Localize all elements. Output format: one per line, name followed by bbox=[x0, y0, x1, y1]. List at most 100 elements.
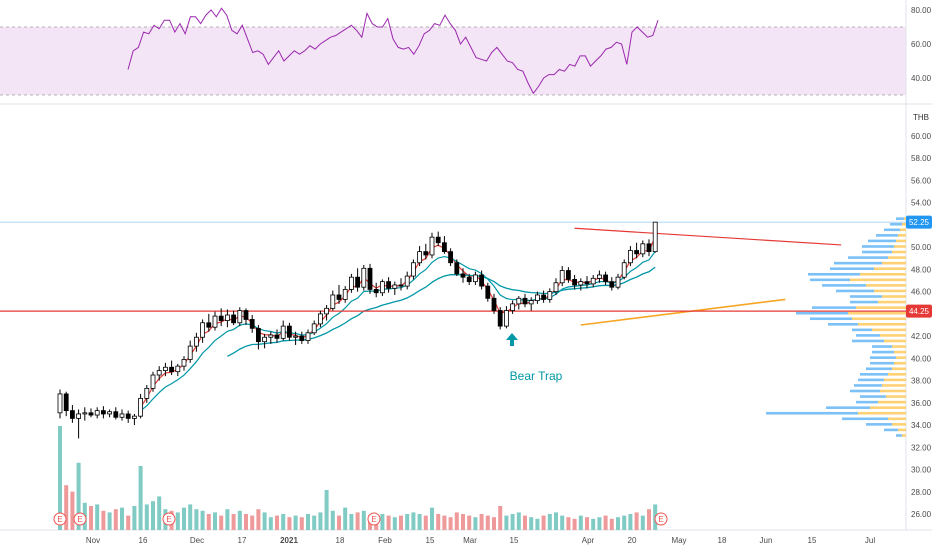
candle-body[interactable] bbox=[634, 250, 639, 255]
candle-body[interactable] bbox=[82, 412, 88, 415]
candle-body[interactable] bbox=[578, 281, 584, 286]
earnings-marker-icon[interactable] bbox=[53, 512, 67, 526]
candle-body[interactable] bbox=[119, 413, 125, 418]
candle-body[interactable] bbox=[541, 294, 546, 300]
candle-body[interactable] bbox=[361, 267, 367, 288]
candle-body[interactable] bbox=[485, 285, 491, 299]
candle-body[interactable] bbox=[417, 251, 423, 264]
candle-body[interactable] bbox=[231, 314, 237, 324]
candle-body[interactable] bbox=[212, 315, 218, 328]
candle-body[interactable] bbox=[367, 267, 373, 290]
candle-body[interactable] bbox=[317, 313, 323, 325]
candle-body[interactable] bbox=[392, 284, 398, 289]
candle-body[interactable] bbox=[224, 314, 230, 321]
candle-body[interactable] bbox=[324, 307, 330, 315]
candle-body[interactable] bbox=[466, 276, 472, 283]
candle-body[interactable] bbox=[255, 327, 261, 343]
candle-body[interactable] bbox=[262, 336, 268, 343]
candle-body[interactable] bbox=[410, 262, 416, 277]
candle-body[interactable] bbox=[379, 281, 385, 294]
candle-body[interactable] bbox=[101, 410, 106, 415]
earnings-marker-icon[interactable] bbox=[367, 512, 381, 526]
candle-body[interactable] bbox=[293, 335, 299, 338]
candle-body[interactable] bbox=[547, 291, 553, 300]
candle-body[interactable] bbox=[94, 410, 100, 416]
candle-body[interactable] bbox=[274, 334, 280, 339]
candle-body[interactable] bbox=[299, 335, 305, 341]
candle-body[interactable] bbox=[646, 243, 652, 253]
candle-body[interactable] bbox=[237, 310, 243, 324]
candle-body[interactable] bbox=[503, 310, 509, 327]
candle-body[interactable] bbox=[454, 262, 460, 275]
candle-body[interactable] bbox=[597, 274, 602, 279]
earnings-marker-icon[interactable] bbox=[73, 512, 87, 526]
candle-body[interactable] bbox=[249, 319, 255, 329]
candle-body[interactable] bbox=[559, 270, 565, 284]
candle-body[interactable] bbox=[553, 282, 559, 293]
candle-body[interactable] bbox=[286, 325, 292, 338]
candlesticks[interactable] bbox=[57, 221, 658, 439]
candle-body[interactable] bbox=[187, 345, 193, 360]
candle-body[interactable] bbox=[472, 274, 478, 283]
candle-body[interactable] bbox=[479, 274, 485, 287]
candle-body[interactable] bbox=[342, 289, 348, 300]
candle-body[interactable] bbox=[566, 270, 571, 280]
candle-body[interactable] bbox=[243, 310, 249, 320]
candle-body[interactable] bbox=[516, 297, 522, 305]
candle-body[interactable] bbox=[590, 277, 596, 285]
candle-body[interactable] bbox=[423, 251, 429, 256]
candle-body[interactable] bbox=[609, 281, 615, 288]
candle-body[interactable] bbox=[156, 370, 162, 376]
candle-body[interactable] bbox=[528, 300, 534, 305]
earnings-marker-icon[interactable] bbox=[162, 512, 176, 526]
candle-body[interactable] bbox=[398, 284, 404, 287]
earnings-marker-icon[interactable] bbox=[654, 512, 668, 526]
candle-body[interactable] bbox=[373, 289, 379, 294]
candle-body[interactable] bbox=[88, 412, 94, 416]
candle-body[interactable] bbox=[448, 251, 454, 264]
candle-body[interactable] bbox=[441, 242, 447, 253]
candle-body[interactable] bbox=[615, 276, 621, 288]
candle-body[interactable] bbox=[268, 334, 274, 338]
candle-body[interactable] bbox=[510, 303, 516, 311]
candle-body[interactable] bbox=[522, 297, 528, 305]
candle-body[interactable] bbox=[76, 413, 81, 419]
candle-body[interactable] bbox=[330, 294, 336, 309]
candle-body[interactable] bbox=[572, 279, 577, 286]
candle-body[interactable] bbox=[200, 322, 206, 338]
candle-body[interactable] bbox=[144, 387, 150, 399]
candle-body[interactable] bbox=[218, 315, 224, 321]
candle-body[interactable] bbox=[113, 411, 119, 418]
candle-body[interactable] bbox=[175, 365, 181, 373]
candle-body[interactable] bbox=[435, 236, 441, 244]
candle-body[interactable] bbox=[70, 410, 75, 419]
candle-body[interactable] bbox=[652, 221, 658, 253]
candle-body[interactable] bbox=[107, 411, 112, 415]
candle-body[interactable] bbox=[584, 281, 590, 285]
candle-body[interactable] bbox=[404, 275, 410, 287]
candle-body[interactable] bbox=[138, 397, 144, 417]
candle-body[interactable] bbox=[193, 336, 199, 347]
candle-body[interactable] bbox=[57, 393, 63, 414]
candle-body[interactable] bbox=[131, 415, 137, 419]
candle-body[interactable] bbox=[497, 310, 503, 327]
candle-body[interactable] bbox=[640, 243, 646, 255]
candle-body[interactable] bbox=[125, 413, 131, 419]
candle-body[interactable] bbox=[150, 374, 156, 389]
candle-body[interactable] bbox=[311, 323, 317, 334]
candle-body[interactable] bbox=[348, 276, 354, 290]
candle-body[interactable] bbox=[491, 297, 497, 311]
candle-body[interactable] bbox=[162, 366, 168, 371]
candle-body[interactable] bbox=[169, 366, 175, 373]
candle-body[interactable] bbox=[429, 236, 435, 256]
candle-body[interactable] bbox=[535, 294, 540, 301]
candle-body[interactable] bbox=[63, 393, 69, 412]
candle-body[interactable] bbox=[206, 322, 212, 328]
candle-body[interactable] bbox=[460, 273, 466, 278]
candle-body[interactable] bbox=[280, 325, 286, 339]
candle-body[interactable] bbox=[336, 294, 342, 300]
candle-body[interactable] bbox=[621, 262, 627, 278]
candle-body[interactable] bbox=[355, 276, 361, 288]
